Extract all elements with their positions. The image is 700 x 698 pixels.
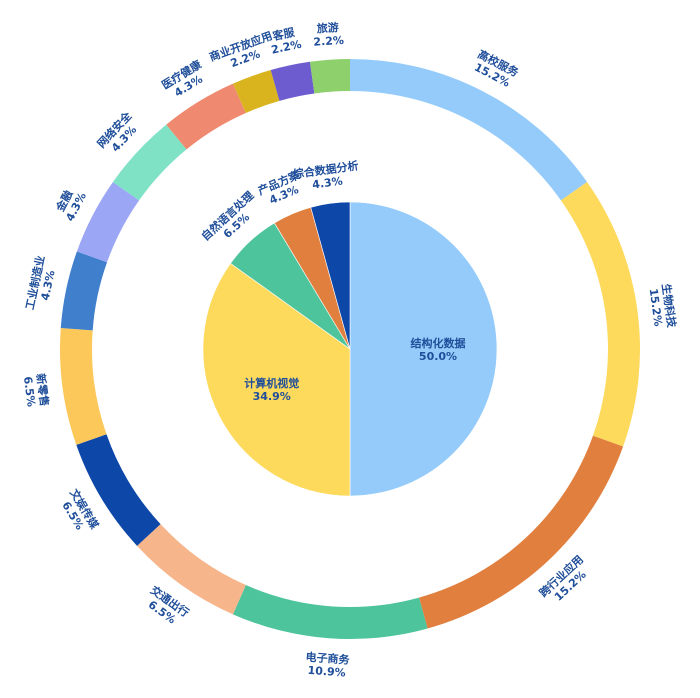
inner-slice-0 xyxy=(349,201,498,497)
inner-slice-4 xyxy=(310,201,351,350)
outer-slice-9 xyxy=(112,124,187,201)
inner-slice-1 xyxy=(202,262,351,497)
outer-slice-11 xyxy=(232,70,280,113)
outer-label-3-name: 电子商务 xyxy=(305,650,351,667)
outer-label-13: 旅游2.2% xyxy=(313,20,344,49)
outer-slice-2 xyxy=(419,435,624,629)
outer-slice-10 xyxy=(166,83,246,150)
outer-label-12-name: 客服 xyxy=(270,25,296,44)
outer-donut-ring xyxy=(60,59,641,639)
outer-slice-3 xyxy=(232,585,428,639)
outer-label-12-value: 2.2% xyxy=(270,38,303,57)
outer-label-8: 金融4.3% xyxy=(52,188,89,224)
outer-label-7-value: 4.3% xyxy=(39,269,58,302)
inner-label-0-value: 50.0% xyxy=(419,350,457,363)
outer-slice-7 xyxy=(60,251,108,331)
outer-slice-5 xyxy=(76,434,161,546)
outer-slice-1 xyxy=(560,181,641,447)
inner-label-4-value: 4.3% xyxy=(311,175,343,192)
outer-slice-0 xyxy=(350,59,588,201)
outer-label-12: 客服2.2% xyxy=(270,25,303,57)
inner-pie xyxy=(202,201,498,497)
outer-slice-4 xyxy=(137,524,246,615)
outer-slice-6 xyxy=(60,328,107,445)
outer-label-1-value: 15.2% xyxy=(647,288,665,328)
outer-label-3-value: 10.9% xyxy=(307,664,346,680)
inner-label-1-value: 34.9% xyxy=(253,390,291,403)
outer-label-13-name: 旅游 xyxy=(316,20,339,35)
outer-label-6-name: 新零售 xyxy=(34,373,52,408)
outer-slice-13 xyxy=(309,59,350,94)
inner-label-0-name: 结构化数据 xyxy=(410,336,466,350)
outer-label-6-value: 6.5% xyxy=(21,376,38,408)
outer-slice-12 xyxy=(270,61,315,101)
outer-label-13-value: 2.2% xyxy=(313,34,344,49)
inner-label-1-name: 计算机视觉 xyxy=(244,376,299,390)
outer-label-1-name: 生物科技 xyxy=(659,283,679,329)
outer-slice-8 xyxy=(76,181,140,263)
